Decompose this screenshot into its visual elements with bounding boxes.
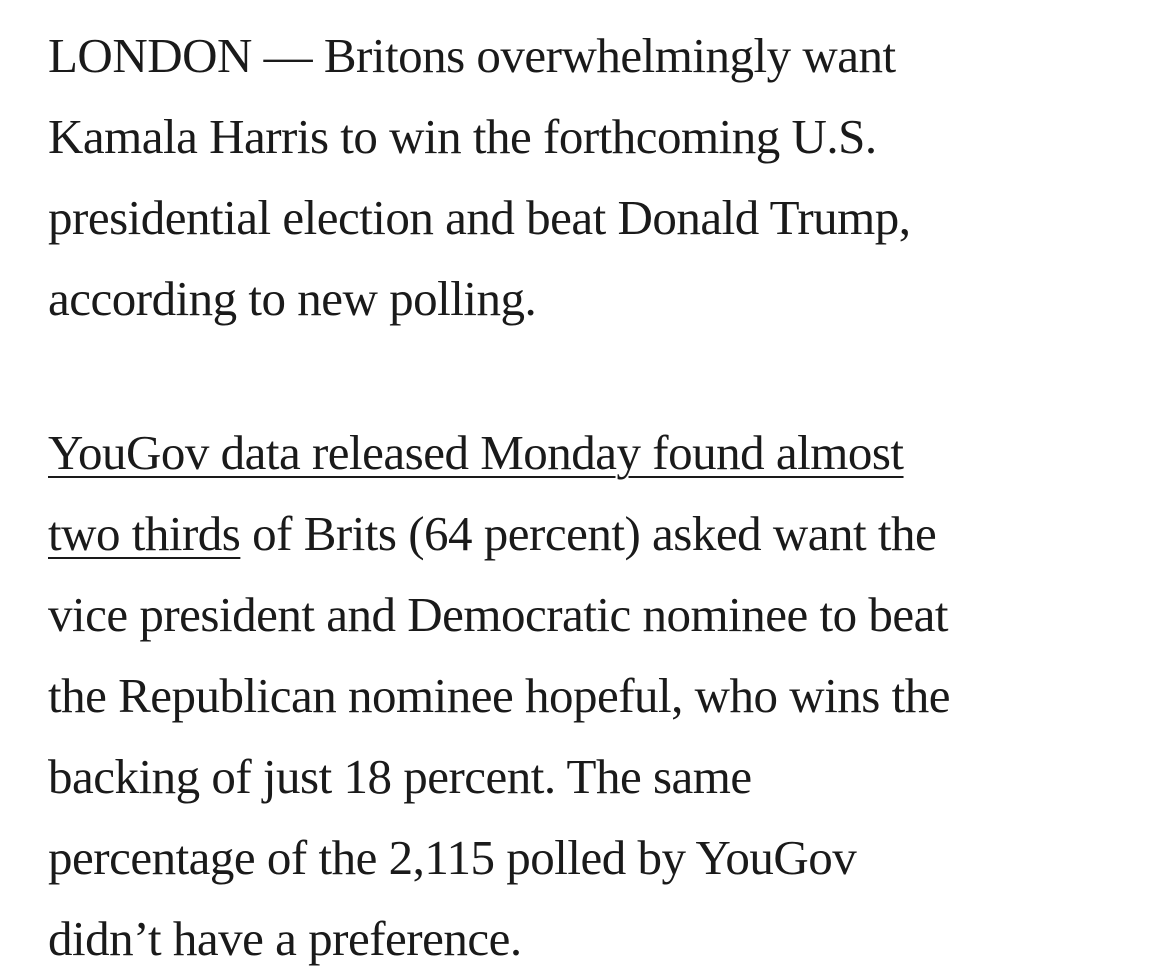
text-line: the Republican nominee hopeful, who wins… [48,668,951,723]
text-line: according to new polling. [48,271,537,326]
text-line: LONDON — Britons overwhelmingly want [48,28,896,83]
text-line: YouGov data released Monday found almost [48,412,1148,493]
text-line: vice president and Democratic nominee to… [48,587,948,642]
text-line: percentage of the 2,115 polled by YouGov [48,830,857,885]
article-body: LONDON — Britons overwhelmingly want Kam… [48,15,1148,979]
paragraph-poll: YouGov data released Monday found almost… [48,412,1148,979]
text-line: didn’t have a preference. [48,911,522,966]
text-line: Kamala Harris to win the forthcoming U.S… [48,109,877,164]
text-fragment: of Brits (64 percent) asked want the [240,506,937,561]
text-line: two thirds of Brits (64 percent) asked w… [48,493,1148,574]
yougov-data-link[interactable]: YouGov data released Monday found almost [48,425,904,480]
text-line: backing of just 18 percent. The same [48,749,752,804]
paragraph-lede: LONDON — Britons overwhelmingly want Kam… [48,15,1148,339]
text-line: presidential election and beat Donald Tr… [48,190,911,245]
yougov-data-link-continued[interactable]: two thirds [48,506,241,561]
